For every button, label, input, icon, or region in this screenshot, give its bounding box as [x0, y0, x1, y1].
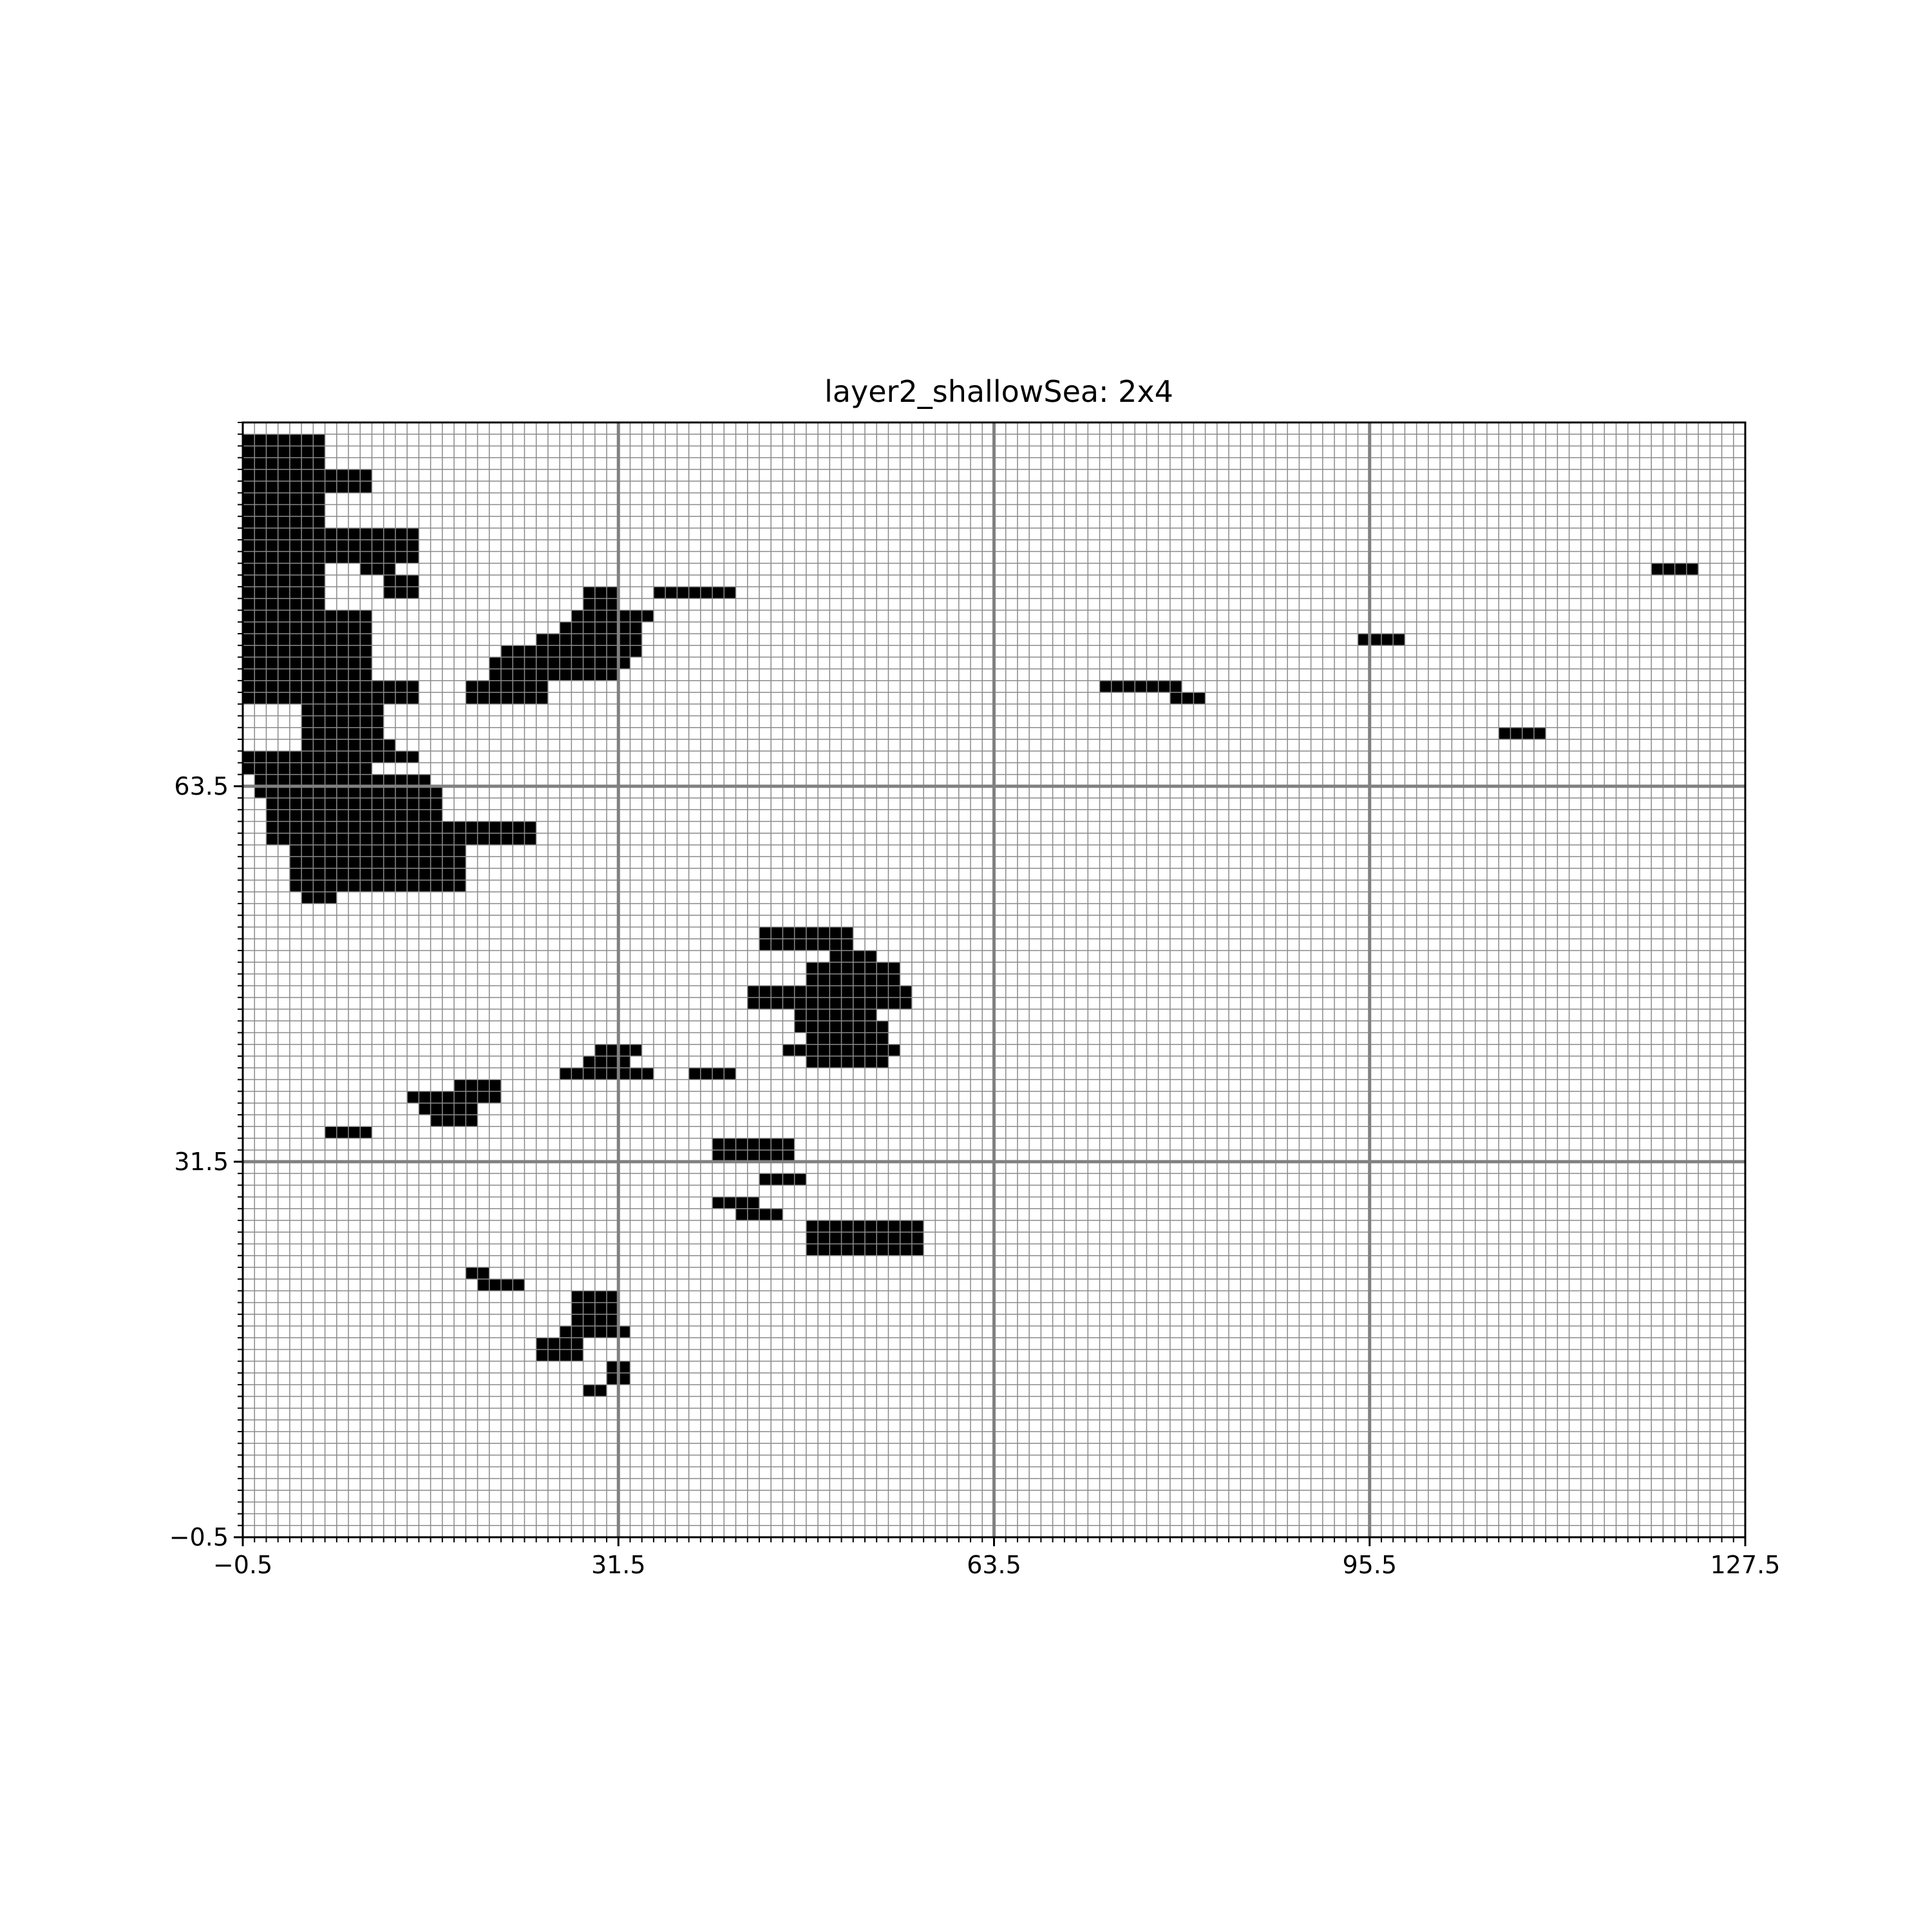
- filled-cell-run: [653, 587, 736, 599]
- y-tick-labels: −0.5 31.5 63.5: [169, 772, 229, 1551]
- filled-cell-run: [243, 434, 325, 446]
- filled-cell-run: [712, 1138, 795, 1150]
- plot-frame: [242, 421, 1747, 1539]
- filled-cell-run: [301, 704, 384, 716]
- filled-cell-run: [466, 692, 548, 705]
- filled-cell-run: [243, 493, 325, 505]
- y-tick-label: 63.5: [174, 772, 229, 800]
- filled-cell-run: [243, 657, 372, 669]
- filled-cell-run: [794, 1009, 877, 1021]
- filled-cell-run: [254, 774, 431, 786]
- filled-cell-run: [301, 727, 384, 739]
- chart-title: layer2_shallowSea: 2x4: [824, 374, 1173, 409]
- filled-cell-run: [243, 527, 419, 540]
- x-tick-label: 95.5: [1342, 1551, 1397, 1579]
- x-tick-label: 127.5: [1710, 1551, 1781, 1579]
- y-tick-label: 31.5: [174, 1148, 229, 1176]
- x-tick-label: 63.5: [967, 1551, 1021, 1579]
- filled-cell-run: [243, 762, 372, 775]
- filled-cell-run: [806, 1032, 889, 1045]
- x-tick-label: 31.5: [591, 1551, 646, 1579]
- filled-cell-run: [360, 563, 395, 575]
- filled-cell-run: [243, 504, 325, 516]
- filled-cell-run: [536, 633, 642, 646]
- filled-cell-run: [266, 810, 442, 822]
- filled-cell-run: [301, 715, 384, 728]
- filled-cell-run: [243, 598, 325, 611]
- filled-cell-run: [243, 574, 325, 587]
- filled-cell-run: [583, 587, 619, 599]
- axis-ticks: [234, 422, 1747, 1546]
- filled-cell-run: [419, 1103, 478, 1115]
- filled-cell-run: [243, 540, 419, 552]
- filled-cell-run: [243, 587, 325, 599]
- filled-cell-run: [289, 844, 466, 857]
- filled-cell-run: [466, 680, 548, 693]
- filled-cell-run: [243, 680, 419, 693]
- filled-cell-run: [583, 598, 619, 611]
- filled-cell-run: [243, 516, 325, 528]
- filled-cell-run: [243, 751, 419, 763]
- filled-cell-run: [243, 610, 372, 622]
- filled-cell-run: [289, 868, 466, 880]
- filled-cell-run: [243, 692, 419, 705]
- filled-cell-run: [289, 857, 466, 869]
- filled-cell-run: [243, 621, 372, 634]
- filled-cell-run: [243, 633, 372, 646]
- filled-cell-run: [243, 563, 325, 575]
- filled-cell-run: [243, 481, 372, 493]
- filled-cell-run: [266, 821, 536, 833]
- filled-cell-run: [1170, 692, 1206, 705]
- filled-cell-run: [243, 645, 372, 658]
- filled-cell-run: [560, 621, 642, 634]
- filled-cell-run: [489, 668, 619, 681]
- filled-cell-run: [1099, 680, 1182, 693]
- filled-cell-run: [243, 469, 372, 482]
- filled-cell-run: [266, 798, 442, 810]
- filled-cell-run: [243, 457, 325, 469]
- filled-cell-run: [243, 446, 325, 458]
- filled-cell-run: [243, 668, 372, 681]
- filled-cell-run: [571, 610, 654, 622]
- filled-cell-run: [266, 833, 536, 845]
- filled-cell-run: [383, 574, 419, 587]
- filled-cell-run: [301, 891, 337, 904]
- y-tick-label: −0.5: [169, 1523, 229, 1551]
- filled-cell-run: [289, 880, 466, 892]
- filled-cell-run: [806, 1056, 889, 1068]
- major-gridlines: [243, 422, 1745, 1537]
- x-tick-labels: −0.5 31.5 63.5 95.5 127.5: [213, 1551, 1781, 1579]
- filled-cell-run: [712, 1150, 795, 1162]
- x-tick-label: −0.5: [213, 1551, 272, 1579]
- filled-cell-run: [383, 587, 419, 599]
- filled-cell-run: [243, 551, 419, 564]
